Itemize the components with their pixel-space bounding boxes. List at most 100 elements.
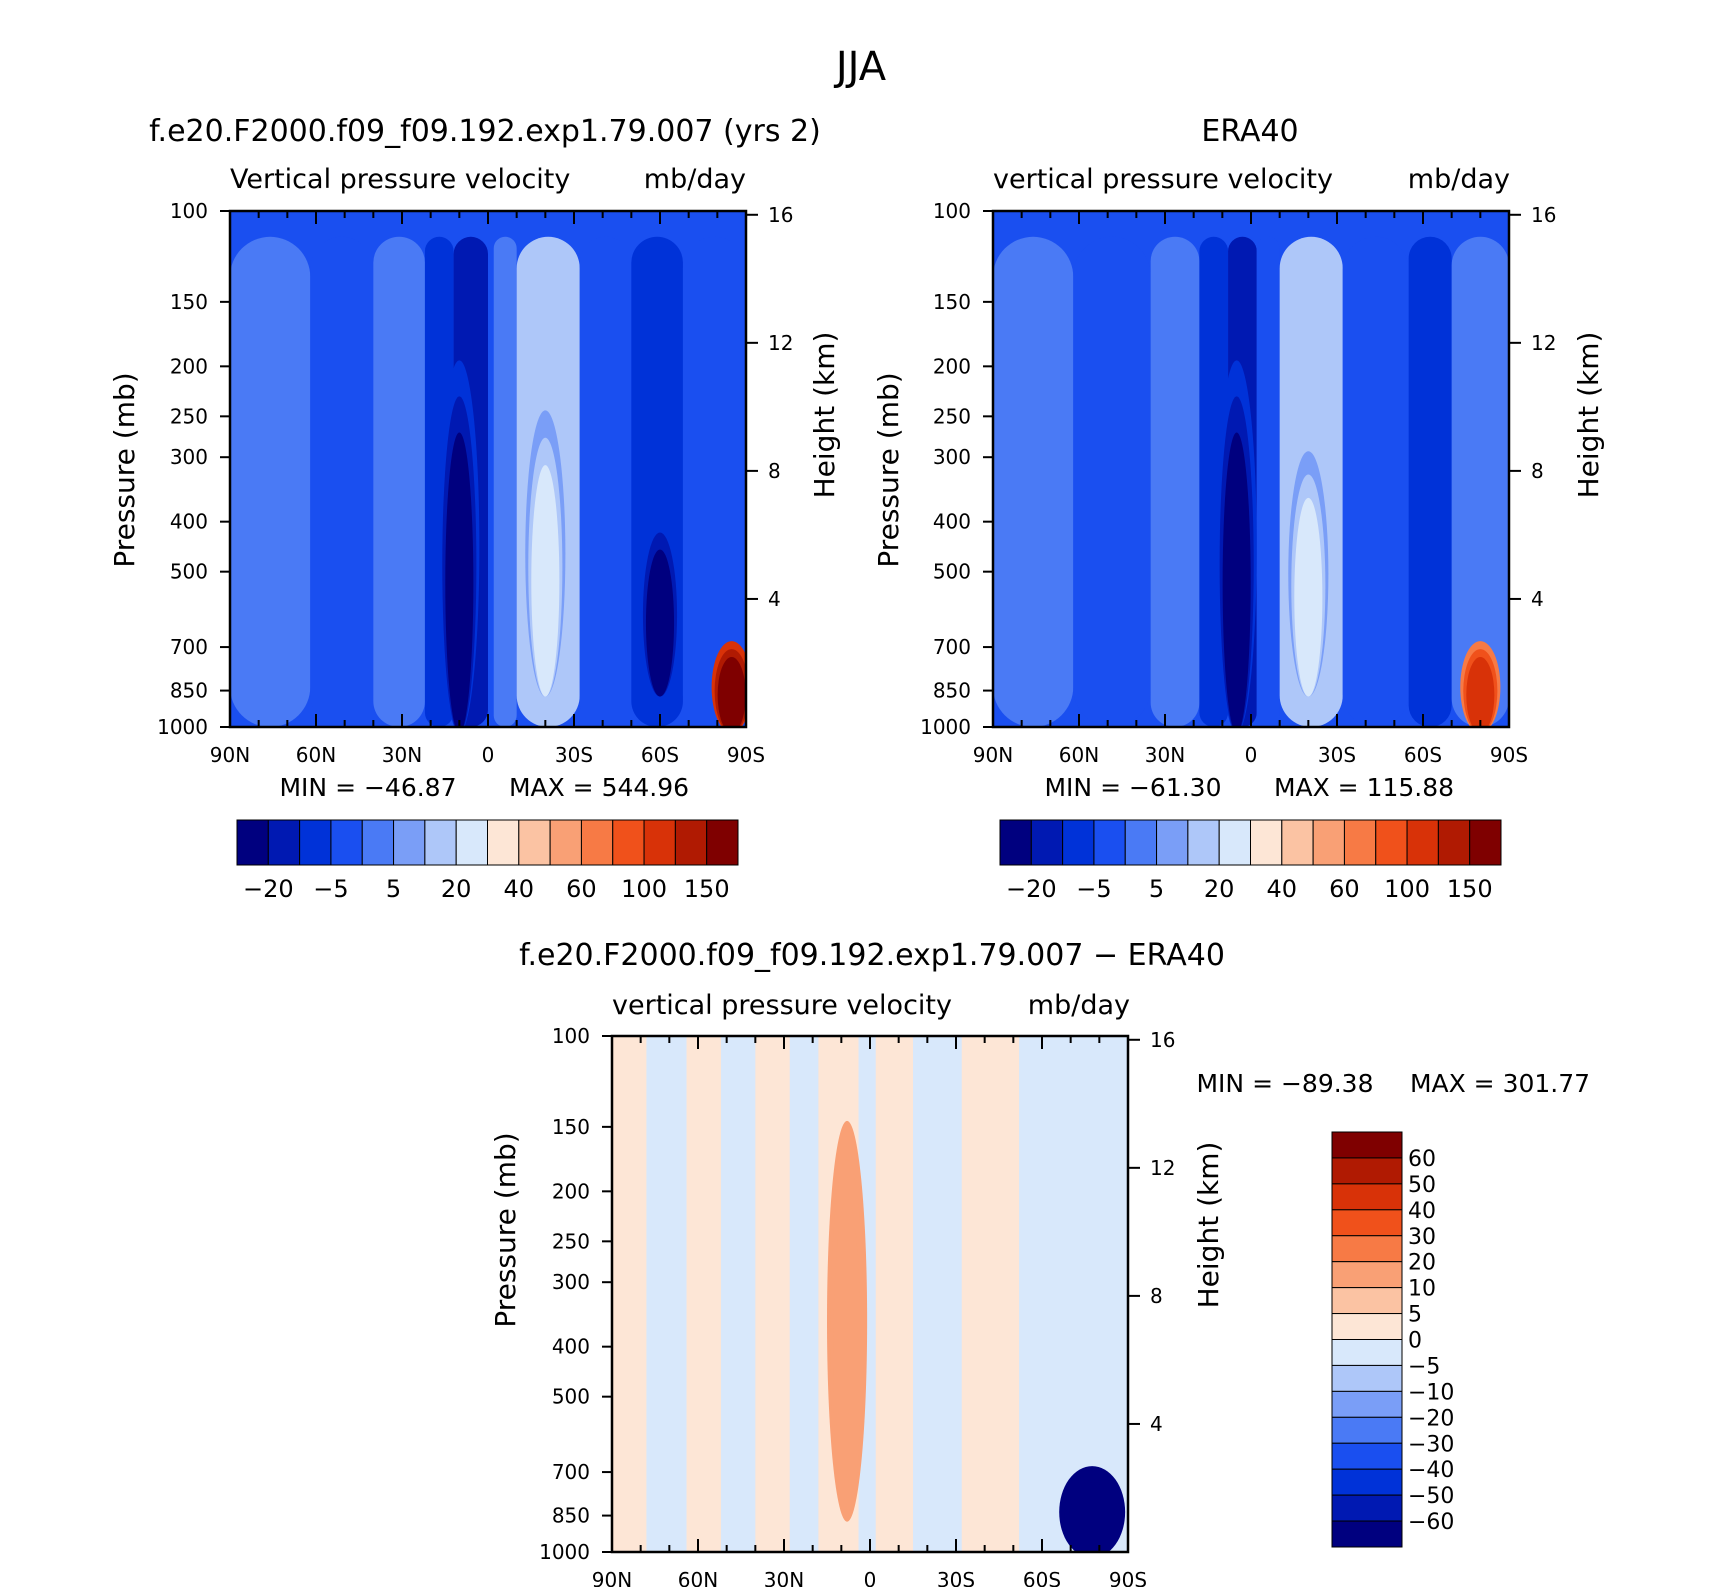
colorbar-swatch xyxy=(1331,1209,1403,1237)
y-tick-label: 100 xyxy=(552,1024,590,1048)
colorbar-swatch xyxy=(1331,1364,1403,1392)
contour-band xyxy=(682,236,746,727)
contour-band xyxy=(310,236,374,727)
x-tick-label: 90S xyxy=(727,743,765,767)
colorbar-label: 150 xyxy=(1447,875,1493,903)
y-tick-label: 150 xyxy=(933,290,971,314)
contour-region xyxy=(531,465,560,697)
colorbar-swatch xyxy=(518,819,551,866)
y-tick-label: 500 xyxy=(552,1385,590,1409)
colorbar-label: −20 xyxy=(1408,1406,1454,1431)
colorbar-label: −30 xyxy=(1408,1432,1454,1457)
colorbar-swatch xyxy=(1331,1416,1403,1444)
colorbar-label: 150 xyxy=(684,875,730,903)
colorbar-label: 0 xyxy=(1408,1329,1422,1354)
panel-subtitle-left: vertical pressure velocity xyxy=(993,164,1333,195)
colorbar-label: 100 xyxy=(621,875,667,903)
colorbar-swatch xyxy=(1156,819,1189,866)
x-tick-label: 90S xyxy=(1490,743,1528,767)
y-axis-right-label: Height (km) xyxy=(1572,332,1605,499)
colorbar-label: −10 xyxy=(1408,1380,1454,1405)
colorbar-swatch xyxy=(1187,819,1220,866)
y-tick-label: 100 xyxy=(933,199,971,223)
colorbar-label: 60 xyxy=(1329,875,1360,903)
max-label: MAX = 301.77 xyxy=(1410,1069,1590,1098)
y-tick-label: 300 xyxy=(170,445,208,469)
x-tick-label: 90N xyxy=(973,743,1013,767)
colorbar-swatch xyxy=(549,819,582,866)
height-tick-label: 16 xyxy=(1531,203,1556,227)
colorbar-label: 40 xyxy=(1267,875,1298,903)
height-tick-label: 8 xyxy=(1531,459,1544,483)
colorbar-swatch xyxy=(236,819,269,866)
y-tick-label: 150 xyxy=(552,1115,590,1139)
y-axis-label: Pressure (mb) xyxy=(872,372,905,567)
x-tick-label: 0 xyxy=(864,1568,877,1587)
contour-region xyxy=(833,1198,862,1522)
min-label: MIN = −46.87 xyxy=(279,773,456,802)
colorbar-swatch xyxy=(1331,1442,1403,1470)
contour-band xyxy=(579,236,632,727)
height-tick-label: 8 xyxy=(1150,1284,1163,1308)
colorbar-label: 40 xyxy=(1408,1199,1436,1224)
y-axis-label: Pressure (mb) xyxy=(489,1132,522,1327)
colorbar-label: 40 xyxy=(504,875,535,903)
colorbar-swatch xyxy=(612,819,645,866)
panel-difference: f.e20.F2000.f09_f09.192.exp1.79.007 − ER… xyxy=(489,938,1590,1587)
colorbar-swatch xyxy=(487,819,520,866)
x-tick-label: 60N xyxy=(296,743,336,767)
x-tick-label: 30N xyxy=(382,743,422,767)
colorbar: −20 −5 5 20 40 60 100 150 xyxy=(999,819,1502,903)
colorbar-label: 60 xyxy=(566,875,597,903)
contour-band xyxy=(230,236,311,727)
colorbar-swatch xyxy=(1218,819,1251,866)
colorbar-label: −40 xyxy=(1408,1458,1454,1483)
colorbar-swatch xyxy=(1331,1235,1403,1263)
y-tick-label: 500 xyxy=(170,560,208,584)
colorbar-label: 5 xyxy=(1149,875,1164,903)
panel-subtitle-left: vertical pressure velocity xyxy=(612,990,952,1021)
colorbar-swatch xyxy=(1124,819,1158,866)
colorbar-label: 20 xyxy=(1204,875,1235,903)
colorbar-swatch xyxy=(1331,1183,1403,1211)
height-tick-label: 12 xyxy=(1531,331,1556,355)
contour-band xyxy=(1451,236,1509,727)
contour-band xyxy=(373,236,425,727)
x-tick-label: 0 xyxy=(1245,743,1258,767)
y-tick-label: 700 xyxy=(552,1460,590,1484)
x-tick-label: 30N xyxy=(1145,743,1185,767)
colorbar-label: 20 xyxy=(441,875,472,903)
colorbar-label: 30 xyxy=(1408,1225,1436,1250)
contour-band xyxy=(1073,236,1151,727)
y-tick-label: 850 xyxy=(170,679,208,703)
y-tick-label: 150 xyxy=(170,290,208,314)
y-tick-label: 1000 xyxy=(920,715,971,739)
y-tick-label: 400 xyxy=(170,510,208,534)
colorbar-swatch xyxy=(1331,1339,1403,1366)
x-tick-label: 60S xyxy=(1023,1568,1061,1587)
colorbar-swatch xyxy=(1331,1287,1403,1315)
y-tick-label: 300 xyxy=(552,1270,590,1294)
x-tick-label: 60S xyxy=(641,743,679,767)
colorbar-label: −5 xyxy=(1076,875,1111,903)
colorbar-swatch xyxy=(361,819,395,866)
colorbar: −20 −5 5 20 40 60 100 150 xyxy=(236,819,739,903)
colorbar-swatch xyxy=(1312,819,1345,866)
colorbar-label: 60 xyxy=(1408,1147,1436,1172)
y-tick-label: 250 xyxy=(552,1229,590,1253)
plot-area: 90N 60N 30N 0 30S 60S 90S 100 150 200 250 300 400 500… xyxy=(157,199,793,767)
height-tick-label: 4 xyxy=(1531,587,1544,611)
colorbar-swatch xyxy=(1343,819,1377,866)
colorbar-swatch xyxy=(674,819,708,866)
y-tick-label: 200 xyxy=(170,354,208,378)
panel-subtitle-left: Vertical pressure velocity xyxy=(230,164,570,195)
y-axis-right-label: Height (km) xyxy=(1192,1142,1225,1309)
figure-title: JJA xyxy=(833,44,887,90)
colorbar-swatch xyxy=(267,819,301,866)
contour-band xyxy=(1408,236,1452,727)
colorbar-swatch xyxy=(580,819,614,866)
contour-band xyxy=(1150,236,1200,727)
colorbar-swatch xyxy=(999,819,1032,866)
colorbar-swatch xyxy=(1406,819,1439,866)
y-tick-label: 250 xyxy=(933,404,971,428)
